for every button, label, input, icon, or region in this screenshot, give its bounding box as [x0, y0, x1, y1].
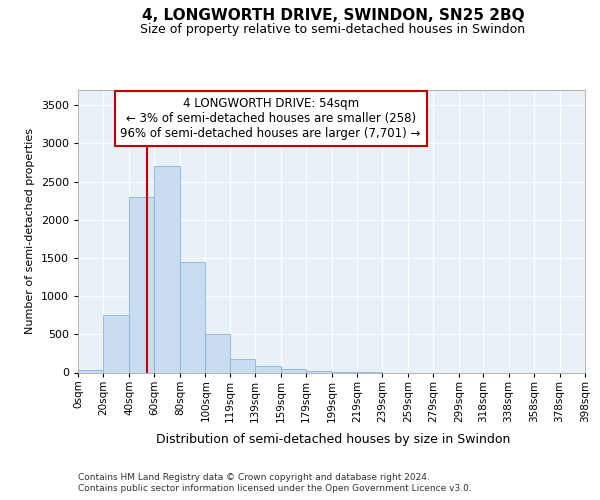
Bar — [281, 368, 306, 372]
Bar — [205, 334, 230, 372]
Text: Distribution of semi-detached houses by size in Swindon: Distribution of semi-detached houses by … — [156, 432, 510, 446]
Bar — [230, 359, 255, 372]
Bar — [103, 315, 129, 372]
Y-axis label: Number of semi-detached properties: Number of semi-detached properties — [25, 128, 35, 334]
Text: Contains public sector information licensed under the Open Government Licence v3: Contains public sector information licen… — [78, 484, 472, 493]
Text: 4, LONGWORTH DRIVE, SWINDON, SN25 2BQ: 4, LONGWORTH DRIVE, SWINDON, SN25 2BQ — [142, 8, 524, 22]
Text: Contains HM Land Registry data © Crown copyright and database right 2024.: Contains HM Land Registry data © Crown c… — [78, 472, 430, 482]
Bar — [78, 370, 103, 372]
Bar — [129, 197, 154, 372]
Bar — [255, 366, 281, 372]
Text: 4 LONGWORTH DRIVE: 54sqm
← 3% of semi-detached houses are smaller (258)
96% of s: 4 LONGWORTH DRIVE: 54sqm ← 3% of semi-de… — [121, 97, 421, 140]
Bar — [306, 370, 331, 372]
Bar — [180, 262, 205, 372]
Text: Size of property relative to semi-detached houses in Swindon: Size of property relative to semi-detach… — [140, 22, 526, 36]
Bar — [154, 166, 180, 372]
